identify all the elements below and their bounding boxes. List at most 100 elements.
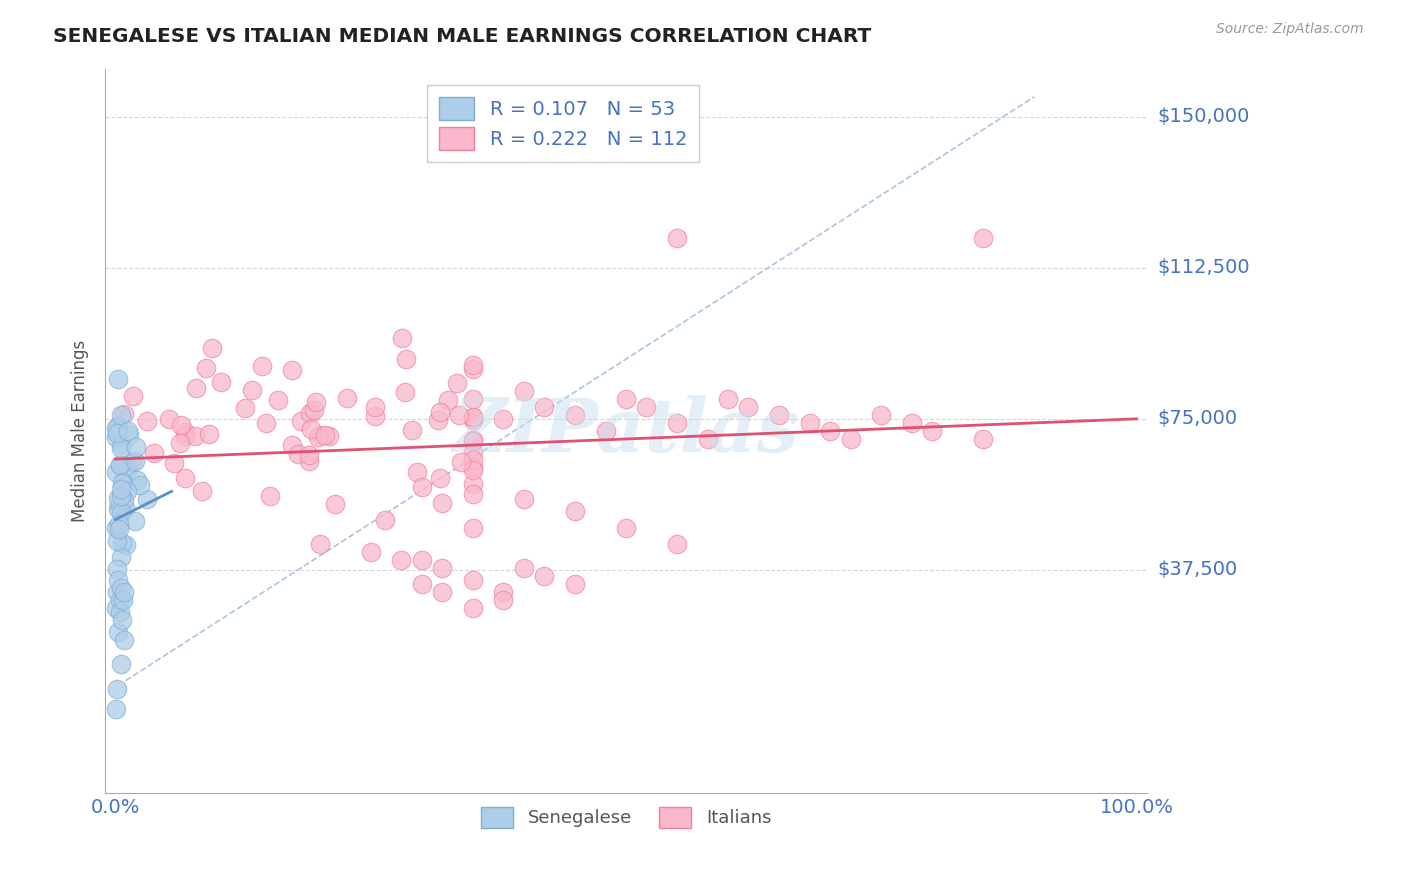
Point <box>363 409 385 423</box>
Point <box>374 513 396 527</box>
Point <box>411 577 433 591</box>
Point <box>112 407 135 421</box>
Point <box>461 410 484 425</box>
Point <box>461 460 484 475</box>
Point <box>461 452 484 467</box>
Point <box>461 476 484 491</box>
Point <box>391 331 413 345</box>
Point <box>298 454 321 468</box>
Point <box>564 504 586 518</box>
Point <box>972 432 994 446</box>
Point <box>105 601 128 615</box>
Point <box>107 371 129 385</box>
Point <box>105 426 128 441</box>
Point <box>307 430 329 444</box>
Text: $112,500: $112,500 <box>1157 259 1250 277</box>
Point <box>124 514 146 528</box>
Point <box>117 424 139 438</box>
Point <box>115 483 138 498</box>
Text: $75,000: $75,000 <box>1157 409 1237 428</box>
Point <box>336 391 359 405</box>
Point <box>360 545 382 559</box>
Point <box>125 440 148 454</box>
Point <box>411 480 433 494</box>
Point <box>110 505 132 519</box>
Point <box>363 401 385 415</box>
Point <box>870 408 893 422</box>
Point <box>318 428 340 442</box>
Point <box>259 489 281 503</box>
Point <box>395 352 418 367</box>
Point <box>174 471 197 485</box>
Point <box>105 465 128 479</box>
Point <box>461 521 484 535</box>
Point <box>112 585 135 599</box>
Point <box>281 363 304 377</box>
Point <box>110 489 132 503</box>
Point <box>533 400 555 414</box>
Point <box>401 423 423 437</box>
Point <box>240 383 263 397</box>
Point <box>198 427 221 442</box>
Point <box>921 424 943 438</box>
Point <box>108 605 131 619</box>
Point <box>696 432 718 446</box>
Point <box>108 522 131 536</box>
Point <box>901 416 924 430</box>
Point <box>717 392 740 406</box>
Point <box>426 413 449 427</box>
Point <box>186 381 208 395</box>
Point <box>174 429 197 443</box>
Point <box>323 497 346 511</box>
Point <box>108 516 131 531</box>
Point <box>107 502 129 516</box>
Text: Source: ZipAtlas.com: Source: ZipAtlas.com <box>1216 22 1364 37</box>
Point <box>461 392 484 406</box>
Point <box>143 445 166 459</box>
Point <box>461 358 484 372</box>
Point <box>112 633 135 648</box>
Point <box>267 393 290 408</box>
Point <box>839 432 862 446</box>
Legend: Senegalese, Italians: Senegalese, Italians <box>474 800 779 835</box>
Point <box>121 455 143 469</box>
Point <box>308 537 330 551</box>
Point <box>799 416 821 430</box>
Point <box>111 475 134 489</box>
Point <box>818 424 841 438</box>
Point <box>666 230 689 244</box>
Point <box>429 471 451 485</box>
Point <box>194 361 217 376</box>
Point <box>174 425 197 439</box>
Point <box>430 585 453 599</box>
Point <box>254 417 277 431</box>
Point <box>114 500 136 515</box>
Point <box>110 441 132 455</box>
Point <box>429 405 451 419</box>
Point <box>309 428 332 442</box>
Point <box>287 447 309 461</box>
Point <box>513 492 536 507</box>
Point <box>461 409 484 424</box>
Point <box>533 569 555 583</box>
Point <box>105 702 128 716</box>
Point <box>115 538 138 552</box>
Point <box>108 593 131 607</box>
Point <box>110 437 132 451</box>
Point <box>492 593 515 607</box>
Point <box>122 388 145 402</box>
Point <box>281 438 304 452</box>
Point <box>117 461 139 475</box>
Text: $150,000: $150,000 <box>1157 107 1250 127</box>
Point <box>461 463 484 477</box>
Point <box>201 342 224 356</box>
Point <box>450 455 472 469</box>
Point <box>107 681 129 696</box>
Point <box>461 445 484 459</box>
Point <box>513 384 536 398</box>
Point <box>564 577 586 591</box>
Point <box>157 412 180 426</box>
Text: $37,500: $37,500 <box>1157 560 1239 580</box>
Point <box>184 429 207 443</box>
Point <box>118 428 141 442</box>
